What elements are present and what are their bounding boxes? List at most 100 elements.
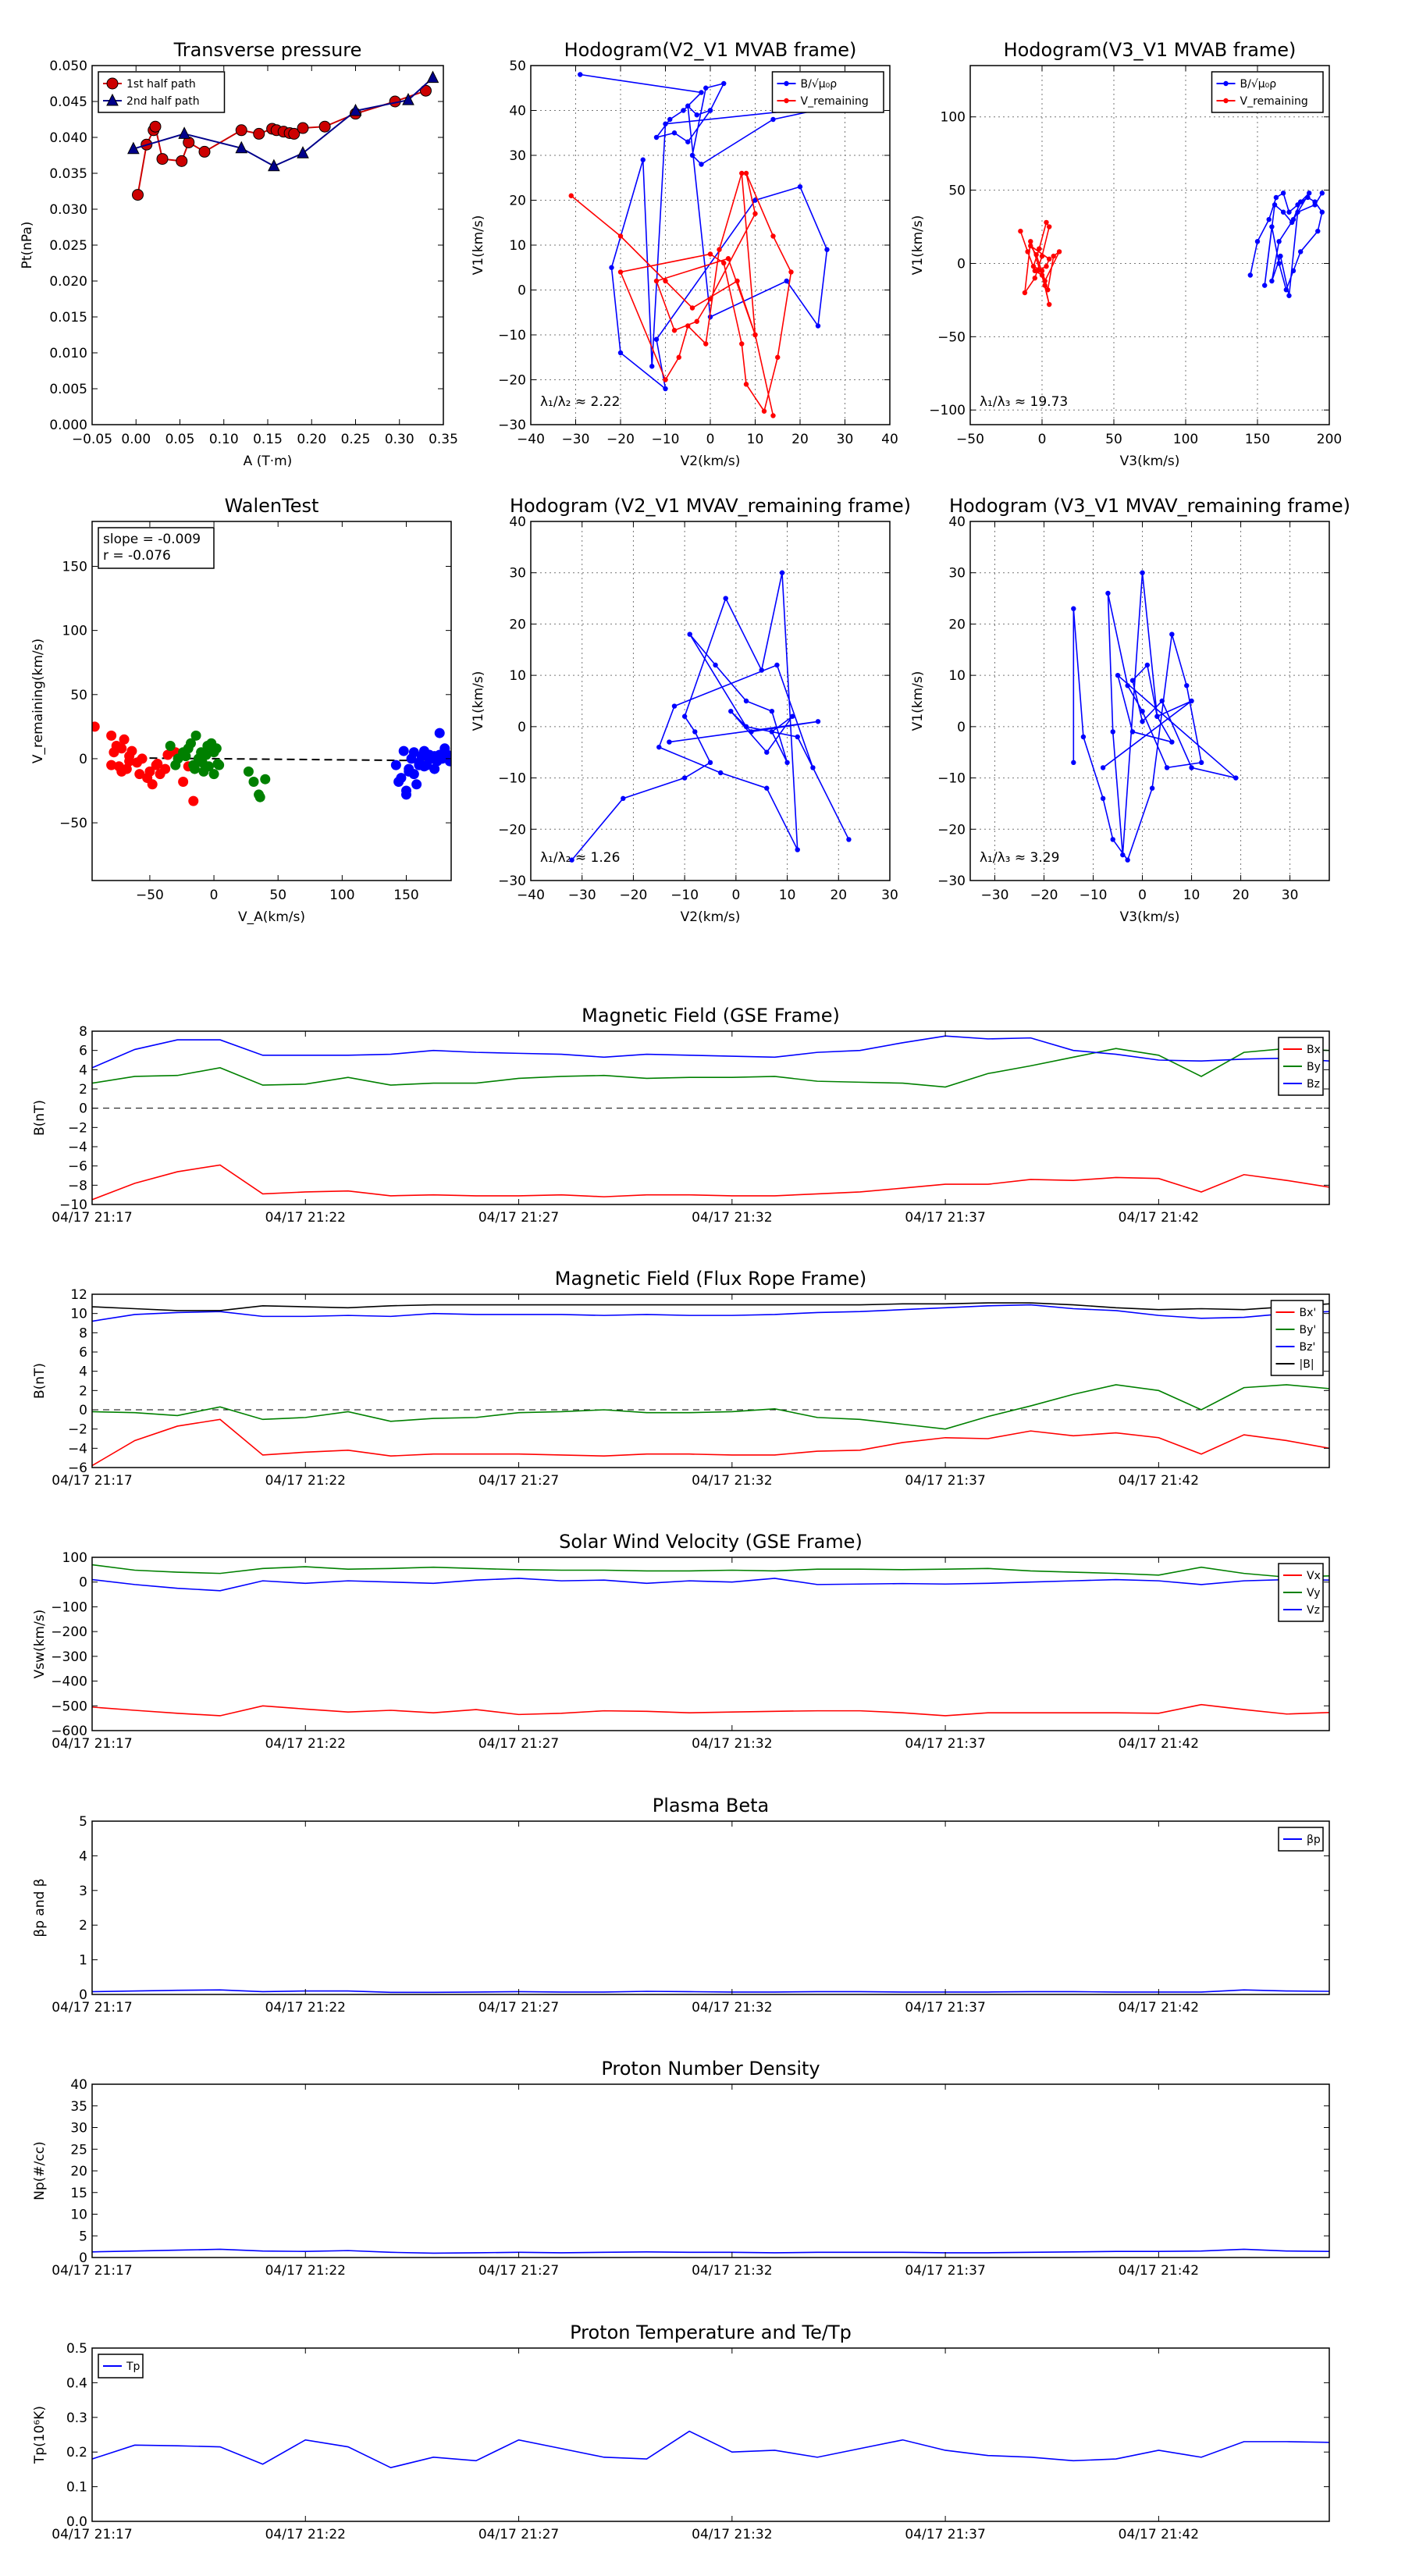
y-tick-label: 2: [79, 1918, 87, 1934]
data-point: [127, 141, 140, 155]
y-tick-label: 0.010: [49, 346, 87, 361]
series-line-0: [571, 572, 850, 861]
legend: Bx' By' Bz' |B|: [1270, 1300, 1324, 1376]
y-tick-label: 0.000: [49, 418, 87, 433]
y-tick-label: 0: [79, 1101, 87, 1117]
chart-title: Magnetic Field (GSE Frame): [582, 1005, 840, 1026]
scatter-point: [439, 745, 450, 756]
chart-transverse: Transverse pressure 0.000 0.005 0.010 0.015 0…: [20, 39, 458, 469]
scatter-point: [208, 769, 219, 780]
data-point: [752, 211, 758, 216]
data-point: [1305, 194, 1311, 201]
stats-text: r = -0.076: [103, 548, 171, 564]
axes-frame: [91, 2347, 1330, 2522]
y-tick-label: −500: [51, 1699, 87, 1714]
x-axis-label: V_A(km/s): [238, 909, 305, 925]
scatter-point: [212, 759, 223, 769]
y-tick-label: 30: [948, 566, 966, 582]
data-point: [1280, 209, 1286, 215]
data-point: [1056, 249, 1062, 254]
data-point: [1105, 590, 1111, 596]
data-point: [769, 708, 775, 714]
legend-marker: [784, 80, 789, 87]
data-point: [1189, 765, 1194, 770]
data-point: [1018, 228, 1023, 234]
x-tick-label: 0: [1138, 888, 1147, 903]
scatter-point: [92, 721, 100, 732]
data-point: [420, 84, 432, 97]
plot-area: [92, 721, 451, 806]
x-tick-label: −50: [956, 432, 984, 447]
y-tick-label: 0.005: [49, 382, 87, 397]
data-point: [788, 269, 794, 275]
data-point: [713, 662, 718, 668]
plot-area: [92, 1989, 1329, 1994]
scatter-point: [429, 763, 440, 774]
data-point: [568, 193, 574, 198]
scatter-point: [260, 774, 271, 785]
scatter-point: [116, 743, 127, 754]
data-point: [1254, 239, 1261, 244]
scatter-point: [398, 745, 409, 756]
legend-label: Bz: [1307, 1078, 1320, 1091]
data-point: [671, 703, 678, 709]
data-point: [1273, 194, 1279, 201]
y-tick-label: 0: [79, 1987, 87, 2003]
data-point: [707, 296, 713, 302]
scatter-point: [419, 761, 429, 772]
x-tick-label: 20: [1232, 888, 1250, 903]
axes-frame: [91, 1030, 1330, 1205]
plot-area: [1018, 190, 1325, 308]
data-point: [1144, 662, 1151, 668]
x-tick-label: −20: [606, 432, 635, 447]
chart-hodo_v2_mvav: Hodogram (V2_V1 MVAV_remaining frame) −30…: [471, 495, 911, 925]
data-point: [1044, 264, 1049, 269]
data-point: [752, 197, 758, 203]
y-axis-label: βp and β: [32, 1878, 48, 1937]
x-tick-label: 04/17 21:37: [905, 1210, 985, 1226]
data-point: [663, 377, 668, 382]
data-point: [699, 90, 704, 95]
data-point: [253, 127, 265, 140]
data-point: [1276, 261, 1282, 266]
y-tick-label: 20: [70, 2164, 87, 2179]
y-tick-label: −50: [59, 816, 87, 831]
y-axis-label: Pt(nPa): [20, 222, 35, 269]
x-tick-label: 04/17 21:42: [1119, 1210, 1199, 1226]
data-point: [721, 80, 727, 87]
legend-marker: [1223, 98, 1229, 104]
x-axis-label: V2(km/s): [681, 909, 741, 925]
data-point: [1071, 606, 1076, 611]
y-tick-label: 25: [70, 2142, 87, 2158]
axes-frame: [91, 1557, 1330, 1731]
chart-title: Solar Wind Velocity (GSE Frame): [559, 1531, 863, 1553]
data-point: [1169, 739, 1175, 745]
data-point: [1042, 283, 1048, 288]
data-point: [1283, 287, 1289, 293]
data-point: [797, 184, 803, 190]
y-tick-label: 4: [79, 1848, 87, 1864]
legend-label: 2nd half path: [126, 95, 200, 108]
data-point: [769, 729, 775, 735]
data-point: [1298, 249, 1304, 254]
chart-title: Hodogram (V2_V1 MVAV_remaining frame): [510, 495, 911, 517]
y-tick-label: 8: [79, 1024, 87, 1040]
x-tick-label: 0.00: [121, 432, 151, 447]
data-point: [1045, 287, 1051, 293]
data-point: [1129, 729, 1136, 735]
legend-marker: [1223, 80, 1229, 87]
data-point: [1266, 216, 1272, 222]
scatter-point: [162, 749, 173, 760]
data-point: [1100, 765, 1106, 770]
data-point: [1286, 209, 1292, 215]
x-tick-label: 04/17 21:22: [265, 2527, 346, 2542]
axes-frame: [91, 1820, 1330, 1995]
x-tick-label: 04/17 21:42: [1119, 1736, 1199, 1752]
chart-hodo_v3_mvav: Hodogram (V3_V1 MVAV_remaining frame) −30…: [910, 495, 1350, 925]
y-tick-label: −30: [498, 418, 526, 433]
data-point: [759, 667, 764, 673]
data-point: [687, 632, 692, 637]
y-tick-label: 1: [79, 1953, 87, 1969]
legend-marker: [784, 98, 789, 104]
